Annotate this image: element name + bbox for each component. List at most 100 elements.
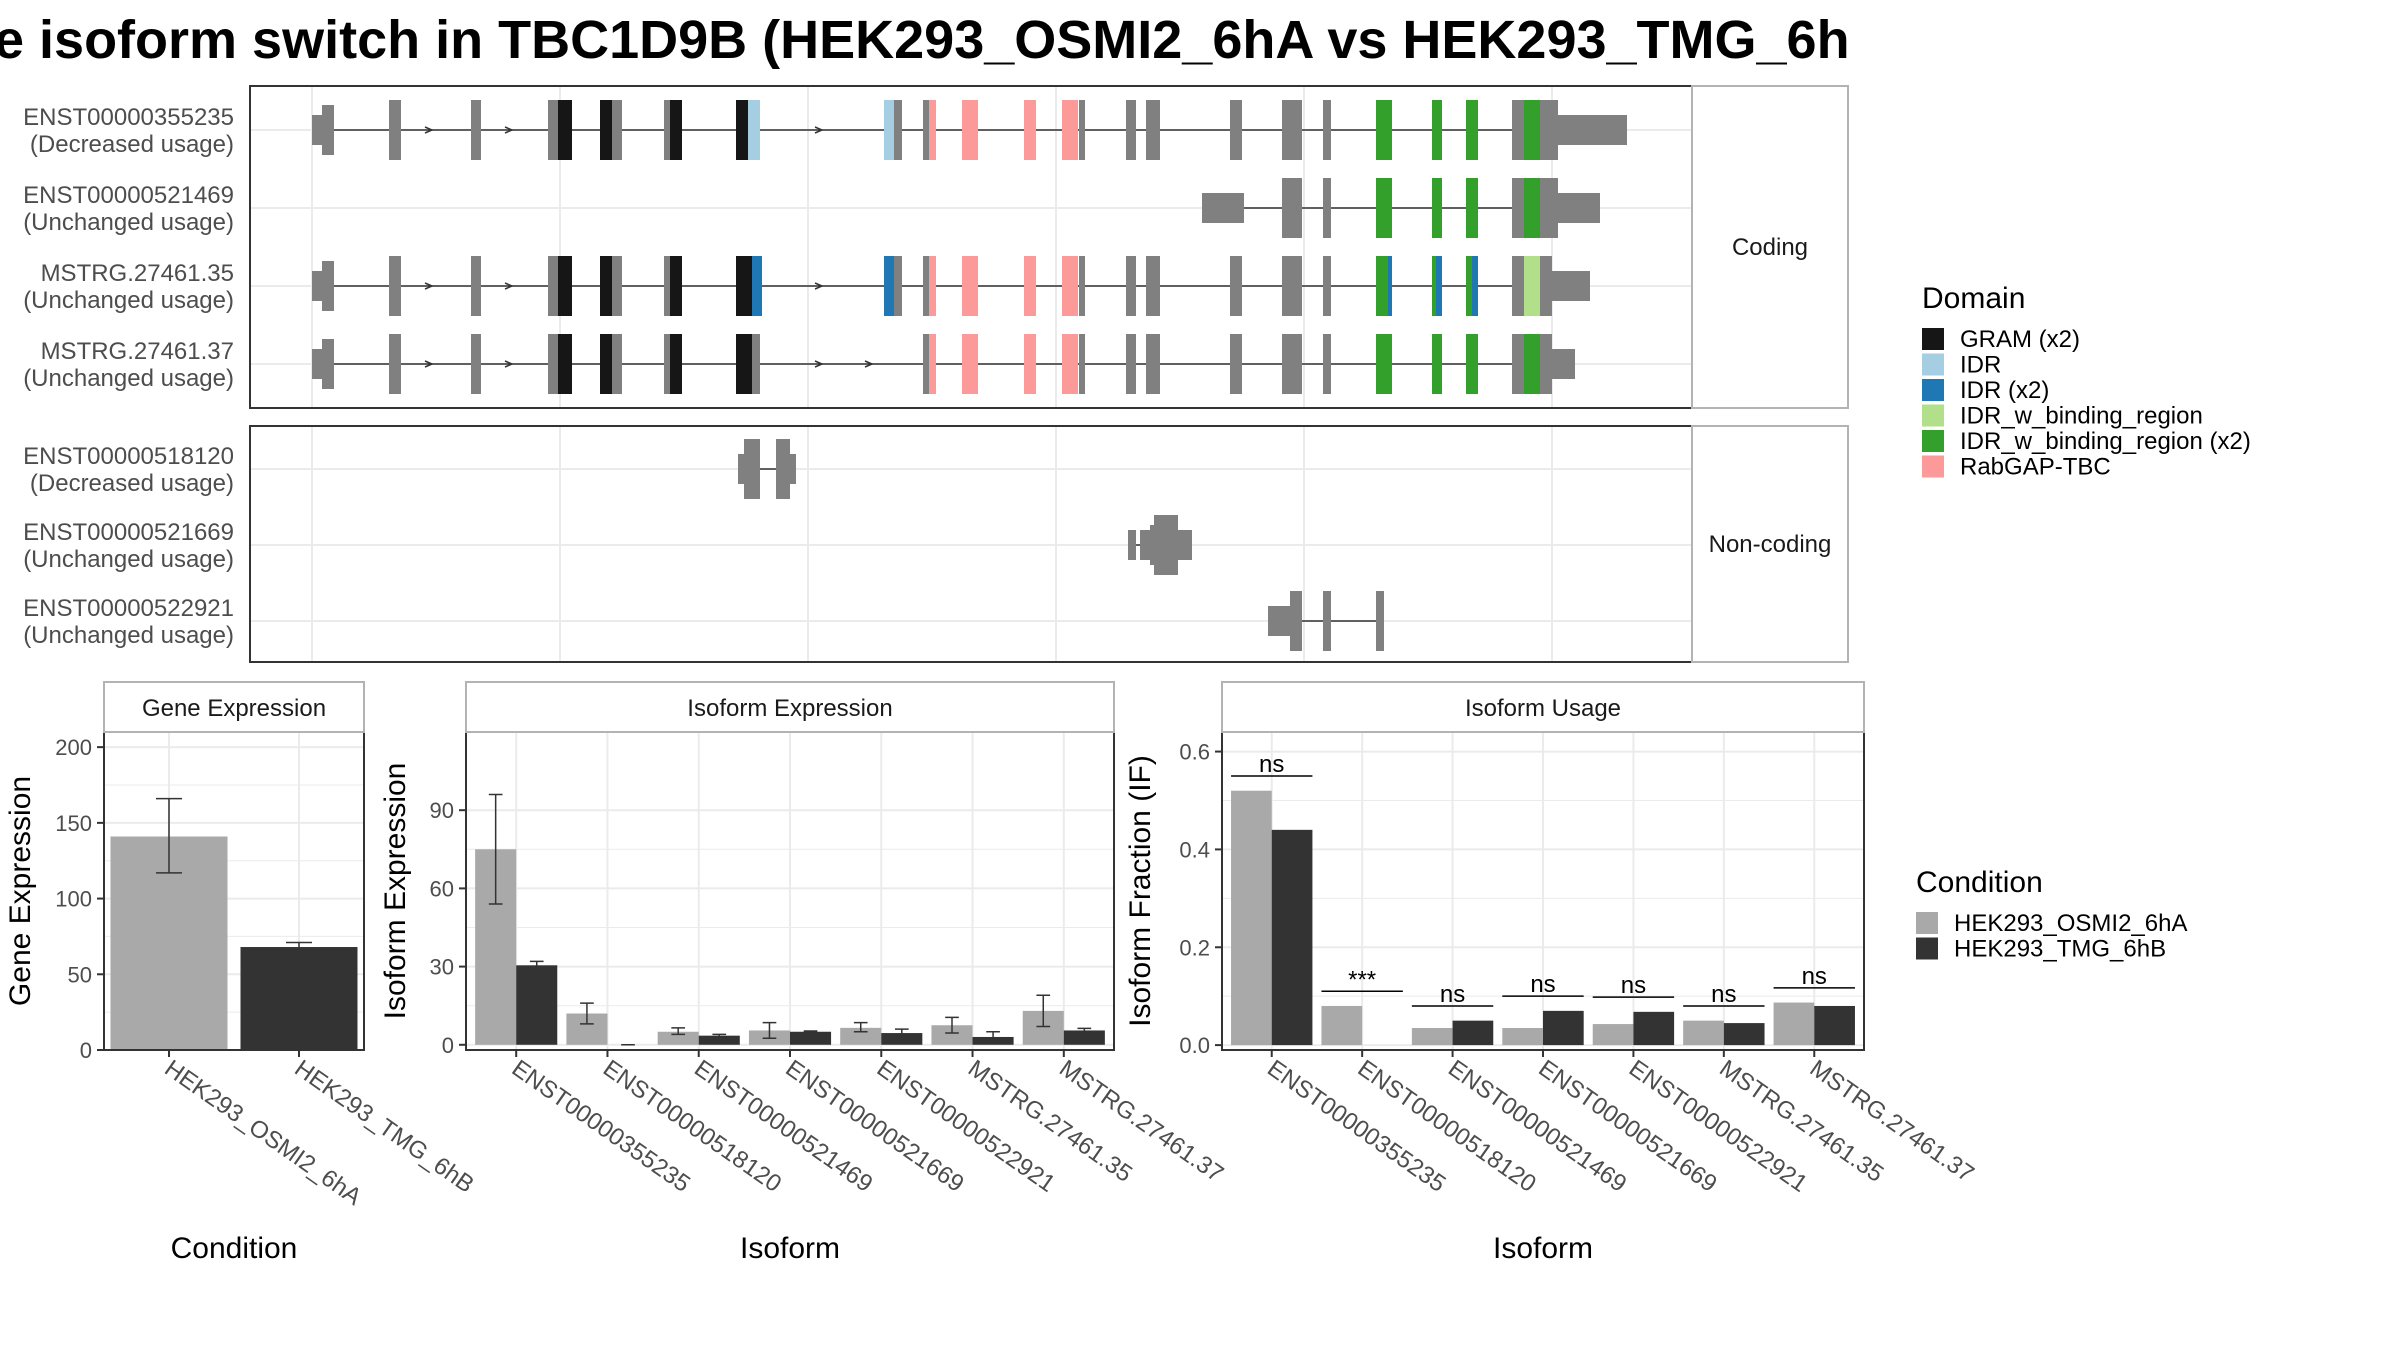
strand-arrow bbox=[424, 126, 434, 134]
significance-label: ns bbox=[1259, 751, 1284, 778]
legend-swatch bbox=[1922, 353, 1944, 376]
y-axis-title: Gene Expression bbox=[4, 776, 37, 1006]
bar bbox=[1592, 1024, 1634, 1046]
exon-block bbox=[312, 115, 322, 145]
domain-block bbox=[736, 256, 752, 316]
error-bar bbox=[803, 1030, 818, 1034]
figure-title: e isoform switch in TBC1D9B (HEK293_OSMI… bbox=[0, 10, 1850, 70]
exon-block bbox=[752, 334, 760, 394]
domain-block bbox=[929, 256, 936, 316]
exon-block bbox=[1512, 334, 1524, 394]
y-tick-label: 0 bbox=[80, 1038, 92, 1063]
transcript-name-label: ENST00000521469 bbox=[23, 182, 234, 209]
strand-arrow bbox=[424, 360, 434, 368]
exon-block bbox=[1282, 256, 1302, 316]
domain-block bbox=[670, 334, 682, 394]
chart-title: Isoform Usage bbox=[1465, 695, 1621, 722]
y-tick-label: 150 bbox=[55, 811, 92, 836]
exon-block bbox=[1552, 271, 1590, 301]
strand-arrow bbox=[504, 126, 514, 134]
exon-block bbox=[548, 334, 558, 394]
y-tick-label: 90 bbox=[430, 798, 454, 823]
transcript-name-label: ENST00000522921 bbox=[23, 595, 234, 622]
legend-label: IDR bbox=[1960, 352, 2001, 379]
exon-block bbox=[1552, 349, 1575, 379]
y-tick-label: 0.6 bbox=[1179, 740, 1210, 765]
domain-block bbox=[1432, 334, 1442, 394]
significance-label: ns bbox=[1440, 981, 1465, 1008]
exon-block bbox=[1540, 334, 1552, 394]
domain-block bbox=[670, 256, 682, 316]
exon-block bbox=[1323, 100, 1331, 160]
exon-block bbox=[1140, 530, 1150, 560]
legend-label: IDR_w_binding_region (x2) bbox=[1960, 428, 2251, 455]
bar bbox=[1502, 1027, 1543, 1046]
error-bar bbox=[986, 1031, 1000, 1043]
strand-arrow bbox=[814, 360, 824, 368]
y-tick-label: 0.2 bbox=[1179, 935, 1210, 960]
facet-strip-label: Coding bbox=[1732, 234, 1808, 261]
legend-label: GRAM (x2) bbox=[1960, 326, 2080, 353]
domain-block bbox=[1466, 334, 1478, 394]
legend-swatch bbox=[1916, 912, 1938, 934]
error-bar bbox=[712, 1033, 727, 1038]
significance-label: ns bbox=[1711, 981, 1736, 1008]
transcript-usage-label: (Unchanged usage) bbox=[23, 365, 234, 392]
domain-block bbox=[736, 100, 748, 160]
legend-label: HEK293_TMG_6hB bbox=[1954, 936, 2166, 963]
y-axis-title: Isoform Expression bbox=[379, 763, 412, 1020]
transcript-m37 bbox=[312, 334, 1575, 394]
exon-block bbox=[312, 349, 322, 379]
legend-label: IDR (x2) bbox=[1960, 377, 2049, 404]
title-strip bbox=[465, 681, 1115, 733]
y-tick-label: 50 bbox=[68, 962, 92, 987]
exon-block bbox=[612, 100, 622, 160]
exon-block bbox=[790, 454, 796, 484]
y-tick-label: 100 bbox=[55, 887, 92, 912]
bar bbox=[1683, 1020, 1724, 1046]
error-bar bbox=[580, 1002, 594, 1025]
bar bbox=[1452, 1020, 1494, 1046]
condition-legend-title: Condition bbox=[1916, 866, 2043, 899]
domain-block bbox=[1524, 334, 1540, 394]
transcript-usage-label: (Unchanged usage) bbox=[23, 209, 234, 236]
exon-block bbox=[612, 334, 622, 394]
transcript-name-label: ENST00000521669 bbox=[23, 519, 234, 546]
bar bbox=[1543, 1010, 1584, 1046]
domain-block bbox=[752, 256, 762, 316]
exon-block bbox=[312, 271, 322, 301]
bar bbox=[840, 1027, 882, 1045]
chart-title: Isoform Expression bbox=[687, 695, 892, 722]
title-strip bbox=[103, 681, 365, 733]
legend-swatch bbox=[1916, 937, 1938, 960]
exon-block bbox=[1079, 334, 1085, 394]
transcript-usage-label: (Decreased usage) bbox=[30, 470, 234, 497]
exon-block bbox=[389, 256, 401, 316]
domain-block bbox=[558, 334, 572, 394]
domain-block bbox=[736, 334, 752, 394]
exon-block bbox=[1178, 530, 1192, 560]
exon-block bbox=[1126, 334, 1136, 394]
significance-label: ns bbox=[1621, 972, 1646, 999]
exon-block bbox=[1230, 256, 1242, 316]
domain-block bbox=[670, 100, 682, 160]
exon-block bbox=[471, 100, 481, 160]
domain-block bbox=[1524, 178, 1540, 238]
exon-block bbox=[1126, 100, 1136, 160]
facet-strip bbox=[1691, 85, 1849, 409]
exon-block bbox=[923, 334, 929, 394]
transcript-name-label: MSTRG.27461.37 bbox=[41, 338, 234, 365]
domain-block bbox=[1466, 100, 1478, 160]
legend-swatch bbox=[1922, 379, 1944, 401]
exon-block bbox=[1512, 256, 1524, 316]
domain-legend-title: Domain bbox=[1922, 282, 2025, 315]
x-axis-title: Isoform bbox=[1493, 1232, 1593, 1265]
error-bar bbox=[1077, 1027, 1092, 1034]
domain-block bbox=[884, 256, 894, 316]
significance-label: ns bbox=[1530, 971, 1555, 998]
exon-block bbox=[1150, 525, 1154, 565]
bar bbox=[1723, 1023, 1765, 1046]
domain-block bbox=[929, 100, 936, 160]
exon-block bbox=[1282, 334, 1302, 394]
